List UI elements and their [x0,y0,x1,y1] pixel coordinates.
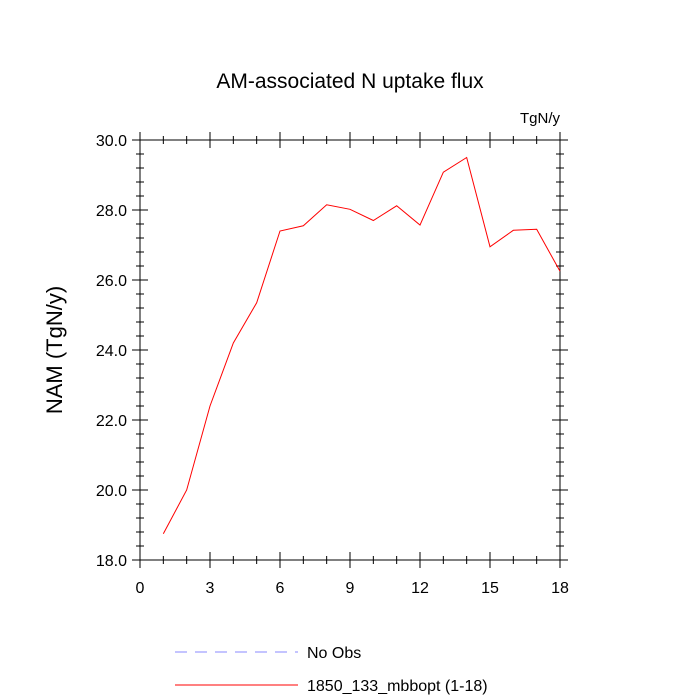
x-tick-label: 18 [551,580,569,597]
series-line [162,156,561,534]
y-tick-label: 28.0 [96,203,127,220]
legend-label: 1850_133_mbbopt (1-18) [307,678,488,695]
x-tick-label: 12 [411,580,429,597]
legend-label: No Obs [307,645,361,662]
x-tick-label: 3 [206,580,215,597]
y-tick-label: 18.0 [96,553,127,570]
y-tick-label: 20.0 [96,483,127,500]
x-tick-label: 9 [346,580,355,597]
y-axis-label: NAM (TgN/y) [42,286,67,414]
chart-title: AM-associated N uptake flux [216,70,484,93]
plot-frame [139,139,561,561]
y-tick-label: 26.0 [96,273,127,290]
x-tick-label: 0 [136,580,145,597]
series-layer [162,156,561,534]
x-tick-label: 15 [481,580,499,597]
y-tick-label: 30.0 [96,133,127,150]
tick-labels: 0 3 6 9 12 15 18 18.0 20.0 22.0 24.0 26.0 28.0 30.0 [96,133,569,597]
units-label: TgN/y [520,110,561,127]
x-tick-label: 6 [276,580,285,597]
legend: No Obs 1850_133_mbbopt (1-18) [175,645,488,695]
y-tick-label: 24.0 [96,343,127,360]
y-tick-label: 22.0 [96,413,127,430]
axis-ticks [132,132,568,568]
